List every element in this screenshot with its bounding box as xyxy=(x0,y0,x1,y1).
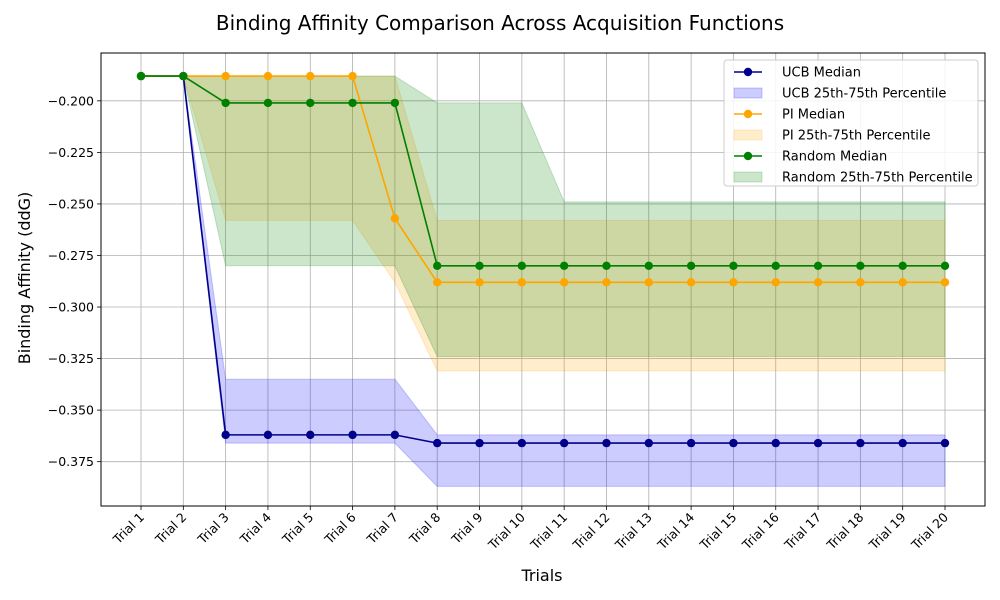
legend-entry-label: Random 25th-75th Percentile xyxy=(782,171,973,186)
median-point xyxy=(813,261,823,270)
median-point xyxy=(644,278,653,287)
median-point xyxy=(348,430,357,440)
median-point xyxy=(559,438,569,448)
median-point xyxy=(433,438,442,448)
median-point xyxy=(517,278,527,287)
median-point xyxy=(433,278,442,287)
median-point xyxy=(475,278,484,287)
median-point xyxy=(136,71,146,81)
legend-box xyxy=(723,59,979,187)
median-point xyxy=(221,430,230,440)
median-point xyxy=(771,261,780,270)
median-point xyxy=(221,71,230,81)
x-axis-label: Trials xyxy=(520,566,562,585)
legend-entry-label: UCB Median xyxy=(782,66,861,81)
legend-marker-swatch xyxy=(743,151,753,161)
median-point xyxy=(602,278,611,287)
median-point xyxy=(686,278,696,287)
median-line-1 xyxy=(141,75,945,284)
y-tick-label: −0.375 xyxy=(48,454,94,469)
median-point xyxy=(306,430,315,440)
median-lines xyxy=(136,71,950,448)
median-point xyxy=(729,261,738,270)
median-point xyxy=(686,261,696,270)
median-point xyxy=(179,71,188,81)
plot-frame xyxy=(100,52,986,507)
legend-entry-label: PI 25th-75th Percentile xyxy=(782,129,931,144)
legend: UCB Median UCB 25th-75th Percentile PI Med… xyxy=(723,59,979,187)
legend-band-swatch xyxy=(733,171,763,183)
median-point xyxy=(729,278,738,287)
median-point xyxy=(602,261,611,270)
median-point xyxy=(263,71,273,81)
median-point xyxy=(559,261,569,270)
median-point xyxy=(856,438,865,448)
median-point xyxy=(348,71,357,81)
median-point xyxy=(517,438,527,448)
median-point xyxy=(390,430,400,440)
median-point xyxy=(856,278,865,287)
median-point xyxy=(390,98,400,108)
median-point xyxy=(602,438,611,448)
median-point xyxy=(390,214,400,223)
median-point xyxy=(771,438,780,448)
median-point xyxy=(263,98,273,108)
y-axis-label: Binding Affinity (ddG) xyxy=(15,192,34,365)
median-point xyxy=(517,261,527,270)
percentile-bands xyxy=(141,75,946,487)
y-tick-label: −0.200 xyxy=(48,93,94,108)
median-line-0 xyxy=(141,75,945,444)
legend-entry-label: PI Median xyxy=(782,108,845,123)
median-point xyxy=(898,278,907,287)
median-point xyxy=(813,438,823,448)
legend-marker-swatch xyxy=(743,67,753,77)
median-point xyxy=(433,261,442,270)
median-point xyxy=(221,98,230,108)
median-point xyxy=(856,261,865,270)
median-point xyxy=(898,438,907,448)
legend-entry-label: UCB 25th-75th Percentile xyxy=(782,87,946,102)
median-point xyxy=(644,261,653,270)
median-point xyxy=(306,71,315,81)
y-tick-label: −0.225 xyxy=(48,145,94,160)
median-point xyxy=(686,438,696,448)
y-tick-label: −0.300 xyxy=(48,300,94,315)
median-point xyxy=(348,98,357,108)
legend-entry-label: Random Median xyxy=(782,150,887,165)
median-point xyxy=(813,278,823,287)
chart-title: Binding Affinity Comparison Across Acqui… xyxy=(216,11,784,35)
median-point xyxy=(729,438,738,448)
median-point xyxy=(940,278,950,287)
median-point xyxy=(940,261,950,270)
y-tick-label: −0.250 xyxy=(48,196,94,211)
median-line-2 xyxy=(141,75,945,267)
median-point xyxy=(898,261,907,270)
median-point xyxy=(306,98,315,108)
y-tick-label: −0.325 xyxy=(48,351,94,366)
median-point xyxy=(644,438,653,448)
median-point xyxy=(559,278,569,287)
y-tick-label: −0.350 xyxy=(48,403,94,418)
median-point xyxy=(771,278,780,287)
y-tick-label: −0.275 xyxy=(48,248,94,263)
median-point xyxy=(475,261,484,270)
legend-band-swatch xyxy=(733,87,763,99)
percentile-band-0 xyxy=(141,75,946,487)
percentile-band-1 xyxy=(141,75,946,372)
median-point xyxy=(475,438,484,448)
median-point xyxy=(940,438,950,448)
legend-marker-swatch xyxy=(743,109,753,119)
legend-band-swatch xyxy=(733,129,763,141)
median-point xyxy=(263,430,273,440)
